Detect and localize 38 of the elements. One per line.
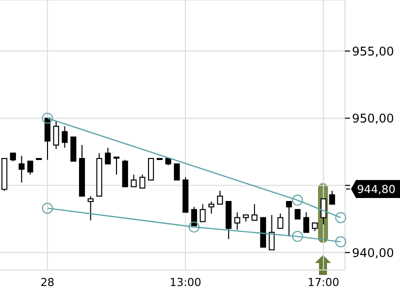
candlestick bbox=[148, 158, 154, 180]
candlestick bbox=[329, 190, 336, 205]
candlestick bbox=[130, 174, 137, 188]
candlestick bbox=[200, 204, 206, 222]
point bbox=[292, 194, 304, 206]
candlestick bbox=[62, 126, 68, 148]
candlestick bbox=[217, 190, 223, 205]
x-tick-label: 28 bbox=[40, 276, 54, 289]
candlestick bbox=[191, 206, 198, 226]
candlestick bbox=[286, 200, 292, 237]
candlestick bbox=[174, 163, 180, 180]
x-tick-label: 17:00 bbox=[308, 276, 340, 289]
y-tick-label: 940,00 bbox=[352, 246, 394, 260]
candlestick bbox=[53, 120, 60, 150]
candlestick bbox=[208, 200, 214, 214]
text: 944,80 bbox=[357, 183, 396, 196]
candlestick bbox=[27, 160, 34, 176]
point bbox=[335, 212, 346, 224]
candlestick bbox=[294, 209, 301, 220]
candlestick bbox=[139, 174, 146, 189]
candlestick bbox=[104, 147, 111, 164]
y-tick-label: 950,00 bbox=[352, 111, 394, 126]
candlestick bbox=[303, 212, 310, 233]
candlestick bbox=[44, 118, 50, 160]
point bbox=[335, 236, 346, 248]
point bbox=[188, 222, 200, 233]
candlestick bbox=[234, 212, 240, 230]
candlestick bbox=[88, 196, 94, 221]
candlestick bbox=[114, 156, 120, 176]
point bbox=[42, 202, 53, 214]
x-tick-label: 13:00 bbox=[170, 276, 202, 289]
point bbox=[292, 230, 304, 242]
y-tick-label: 955,00 bbox=[352, 44, 394, 58]
candlestick bbox=[320, 198, 326, 225]
candlestick bbox=[277, 213, 284, 229]
point bbox=[42, 112, 53, 124]
candlestick bbox=[252, 204, 258, 221]
candlestick bbox=[18, 155, 25, 184]
